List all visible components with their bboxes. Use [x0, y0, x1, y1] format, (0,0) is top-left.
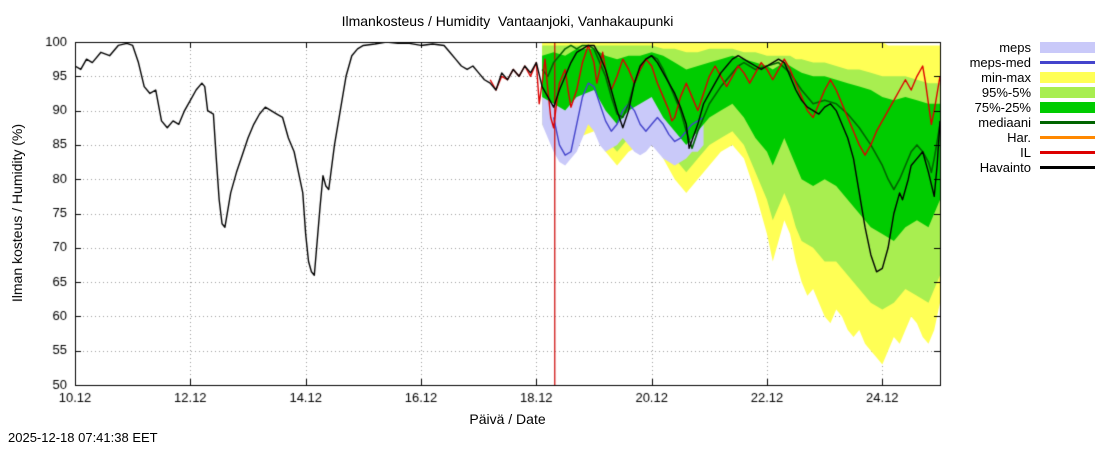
legend-line-swatch [1040, 136, 1095, 139]
legend-line-swatch [1040, 61, 1095, 64]
legend-entry-il: IL [970, 146, 1095, 159]
legend-band-swatch [1040, 102, 1095, 113]
legend-band-swatch [1040, 72, 1095, 83]
generated-timestamp: 2025-12-18 07:41:38 EET [8, 430, 158, 445]
legend-label: IL [1020, 145, 1031, 160]
legend-band-swatch [1040, 42, 1095, 53]
legend-label: min-max [981, 70, 1031, 85]
legend-entry-min-max: min-max [970, 71, 1095, 84]
legend-label: meps-med [969, 55, 1031, 70]
legend-label: mediaani [978, 115, 1031, 130]
legend-entry-95-5: 95%-5% [970, 86, 1095, 99]
legend-line-swatch [1040, 121, 1095, 124]
legend-label: Har. [1007, 130, 1031, 145]
legend-label: 95%-5% [981, 85, 1031, 100]
legend-entry-meps: meps [970, 41, 1095, 54]
chart-title: Ilmankosteus / Humidity Vantaanjoki, Van… [341, 13, 674, 29]
legend-entry-meps-med: meps-med [970, 56, 1095, 69]
legend-entry-har: Har. [970, 131, 1095, 144]
legend-label: meps [999, 40, 1031, 55]
y-axis-label: Ilman kosteus / Humidity (%) [9, 123, 25, 303]
x-axis-label: Päivä / Date [469, 411, 546, 427]
legend-entry-75-25: 75%-25% [970, 101, 1095, 114]
legend-line-swatch [1040, 151, 1095, 154]
legend-entry-mediaani: mediaani [970, 116, 1095, 129]
legend-label: Havainto [979, 160, 1031, 175]
legend-band-swatch [1040, 87, 1095, 98]
legend: meps meps-med min-max 95%-5% 75%-25% mediaani… [970, 41, 1095, 174]
legend-label: 75%-25% [974, 100, 1031, 115]
legend-entry-havainto: Havainto [970, 161, 1095, 174]
legend-line-swatch [1040, 166, 1095, 169]
